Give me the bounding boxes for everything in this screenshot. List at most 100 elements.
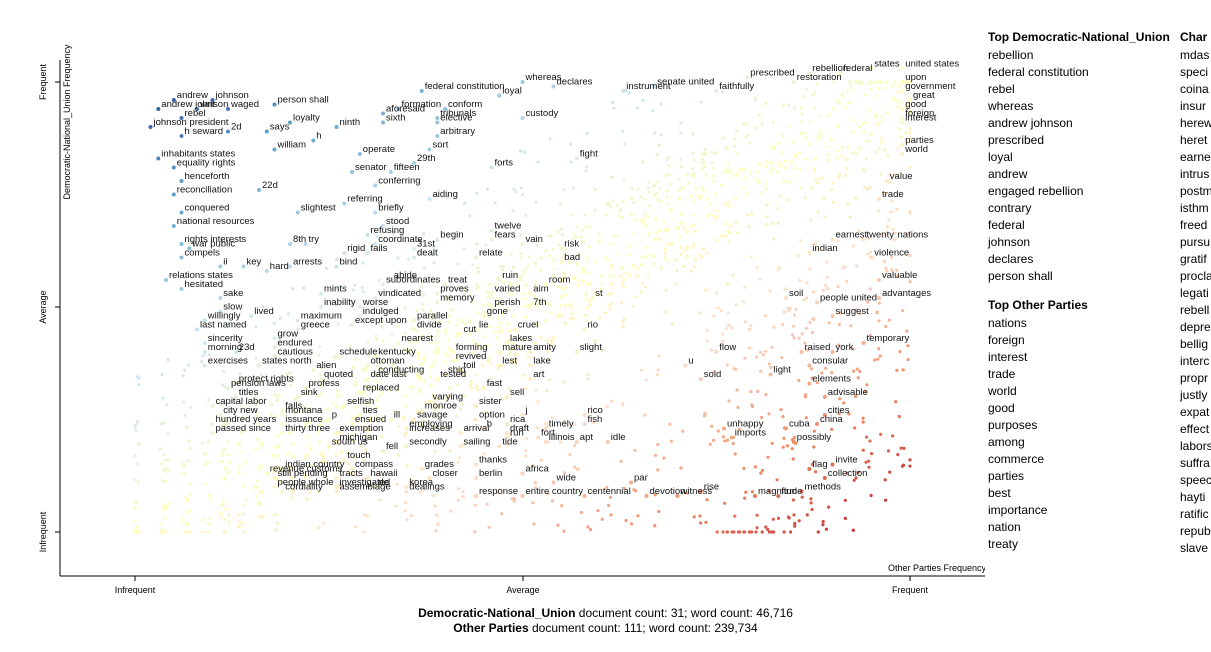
scatter-point[interactable] bbox=[744, 490, 748, 494]
labeled-point[interactable] bbox=[807, 381, 812, 386]
scatter-point[interactable] bbox=[271, 453, 275, 457]
scatter-point[interactable] bbox=[241, 377, 245, 381]
scatter-point[interactable] bbox=[363, 379, 367, 383]
scatter-point[interactable] bbox=[415, 329, 419, 333]
scatter-point[interactable] bbox=[512, 187, 516, 191]
scatter-point[interactable] bbox=[764, 349, 768, 353]
labeled-point[interactable] bbox=[373, 210, 378, 215]
scatter-point[interactable] bbox=[519, 277, 523, 281]
scatter-point[interactable] bbox=[568, 453, 572, 457]
scatter-point[interactable] bbox=[303, 473, 307, 477]
scatter-point[interactable] bbox=[601, 349, 605, 353]
scatter-point[interactable] bbox=[524, 213, 528, 217]
scatter-point[interactable] bbox=[666, 227, 670, 231]
scatter-point[interactable] bbox=[905, 140, 909, 144]
scatter-point[interactable] bbox=[770, 167, 774, 171]
scatter-point[interactable] bbox=[887, 318, 891, 322]
term-label[interactable]: invite bbox=[836, 455, 858, 466]
term-label[interactable]: parties bbox=[905, 135, 934, 146]
top_democratic-term[interactable]: rebel bbox=[988, 82, 1015, 96]
scatter-point[interactable] bbox=[432, 252, 436, 256]
scatter-point[interactable] bbox=[656, 442, 660, 447]
scatter-point[interactable] bbox=[790, 447, 794, 451]
scatter-point[interactable] bbox=[362, 389, 366, 393]
scatter-point[interactable] bbox=[667, 173, 671, 177]
scatter-point[interactable] bbox=[644, 245, 648, 249]
scatter-point[interactable] bbox=[671, 241, 675, 245]
term-label[interactable]: investigated bbox=[340, 477, 391, 488]
scatter-point[interactable] bbox=[704, 174, 709, 178]
labeled-point[interactable] bbox=[288, 242, 292, 246]
scatter-point[interactable] bbox=[620, 282, 624, 286]
labeled-point[interactable] bbox=[877, 197, 881, 201]
scatter-point[interactable] bbox=[445, 397, 449, 401]
scatter-point[interactable] bbox=[350, 399, 354, 404]
scatter-point[interactable] bbox=[576, 279, 580, 283]
scatter-point[interactable] bbox=[812, 91, 816, 95]
characteristic-term[interactable]: depre bbox=[1180, 320, 1211, 334]
scatter-point[interactable] bbox=[352, 439, 356, 443]
scatter-point[interactable] bbox=[434, 279, 439, 283]
labeled-point[interactable] bbox=[257, 188, 261, 192]
scatter-point[interactable] bbox=[519, 345, 523, 349]
scatter-point[interactable] bbox=[206, 440, 210, 444]
term-label[interactable]: art bbox=[533, 369, 544, 380]
scatter-point[interactable] bbox=[562, 420, 567, 424]
term-label[interactable]: centennial bbox=[588, 486, 631, 497]
scatter-point[interactable] bbox=[693, 222, 697, 227]
characteristic-term[interactable]: coina bbox=[1180, 82, 1209, 96]
scatter-point[interactable] bbox=[552, 273, 556, 278]
scatter-point[interactable] bbox=[556, 523, 560, 527]
scatter-point[interactable] bbox=[612, 106, 616, 110]
term-label[interactable]: thirty three bbox=[285, 423, 330, 434]
scatter-point[interactable] bbox=[749, 255, 753, 259]
scatter-point[interactable] bbox=[545, 339, 549, 343]
term-label[interactable]: york bbox=[836, 342, 854, 353]
labeled-point[interactable] bbox=[427, 197, 432, 201]
scatter-point[interactable] bbox=[859, 82, 864, 86]
scatter-point[interactable] bbox=[237, 520, 241, 524]
scatter-point[interactable] bbox=[802, 298, 806, 302]
scatter-point[interactable] bbox=[160, 372, 164, 376]
scatter-point[interactable] bbox=[679, 158, 683, 162]
top_democratic-term[interactable]: contrary bbox=[988, 201, 1032, 215]
term-label[interactable]: value bbox=[890, 171, 913, 182]
scatter-point[interactable] bbox=[137, 383, 141, 387]
term-label[interactable]: relate bbox=[479, 248, 503, 259]
scatter-point[interactable] bbox=[861, 167, 865, 171]
scatter-point[interactable] bbox=[786, 306, 790, 310]
labeled-point[interactable] bbox=[179, 134, 184, 138]
labeled-point[interactable] bbox=[319, 377, 323, 381]
labeled-point[interactable] bbox=[520, 242, 525, 246]
scatter-point[interactable] bbox=[422, 231, 426, 236]
scatter-point[interactable] bbox=[664, 288, 668, 293]
scatter-point[interactable] bbox=[375, 398, 379, 402]
scatter-point[interactable] bbox=[433, 504, 437, 508]
scatter-point[interactable] bbox=[766, 455, 770, 459]
scatter-point[interactable] bbox=[547, 234, 551, 238]
scatter-point[interactable] bbox=[677, 177, 681, 181]
labeled-point[interactable] bbox=[210, 431, 215, 435]
scatter-point[interactable] bbox=[242, 530, 246, 534]
scatter-point[interactable] bbox=[716, 214, 720, 218]
scatter-point[interactable] bbox=[816, 210, 820, 214]
scatter-point[interactable] bbox=[703, 411, 707, 415]
characteristic-term[interactable]: freed bbox=[1180, 218, 1208, 232]
scatter-point[interactable] bbox=[521, 192, 525, 197]
scatter-point[interactable] bbox=[743, 530, 747, 534]
characteristic-term[interactable]: pursu bbox=[1180, 235, 1211, 249]
labeled-point[interactable] bbox=[334, 485, 339, 489]
labeled-point[interactable] bbox=[861, 341, 866, 345]
labeled-point[interactable] bbox=[311, 138, 316, 143]
scatter-point[interactable] bbox=[644, 378, 648, 382]
scatter-point[interactable] bbox=[725, 530, 729, 534]
term-label[interactable]: tribunals bbox=[440, 108, 476, 119]
scatter-point[interactable] bbox=[728, 224, 732, 228]
scatter-point[interactable] bbox=[534, 200, 538, 204]
scatter-point[interactable] bbox=[664, 173, 668, 177]
labeled-point[interactable] bbox=[373, 296, 378, 300]
labeled-point[interactable] bbox=[412, 327, 416, 332]
term-label[interactable]: indulged bbox=[363, 306, 399, 317]
scatter-point[interactable] bbox=[135, 525, 139, 529]
scatter-point[interactable] bbox=[237, 471, 241, 475]
